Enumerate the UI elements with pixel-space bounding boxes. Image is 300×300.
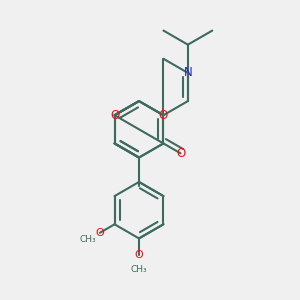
Text: O: O [135, 250, 143, 260]
Text: CH₃: CH₃ [80, 235, 96, 244]
Text: O: O [110, 109, 119, 122]
Text: N: N [184, 66, 192, 80]
Text: O: O [95, 228, 104, 238]
Text: O: O [159, 109, 168, 122]
Text: O: O [176, 147, 185, 160]
Text: CH₃: CH₃ [131, 265, 147, 274]
